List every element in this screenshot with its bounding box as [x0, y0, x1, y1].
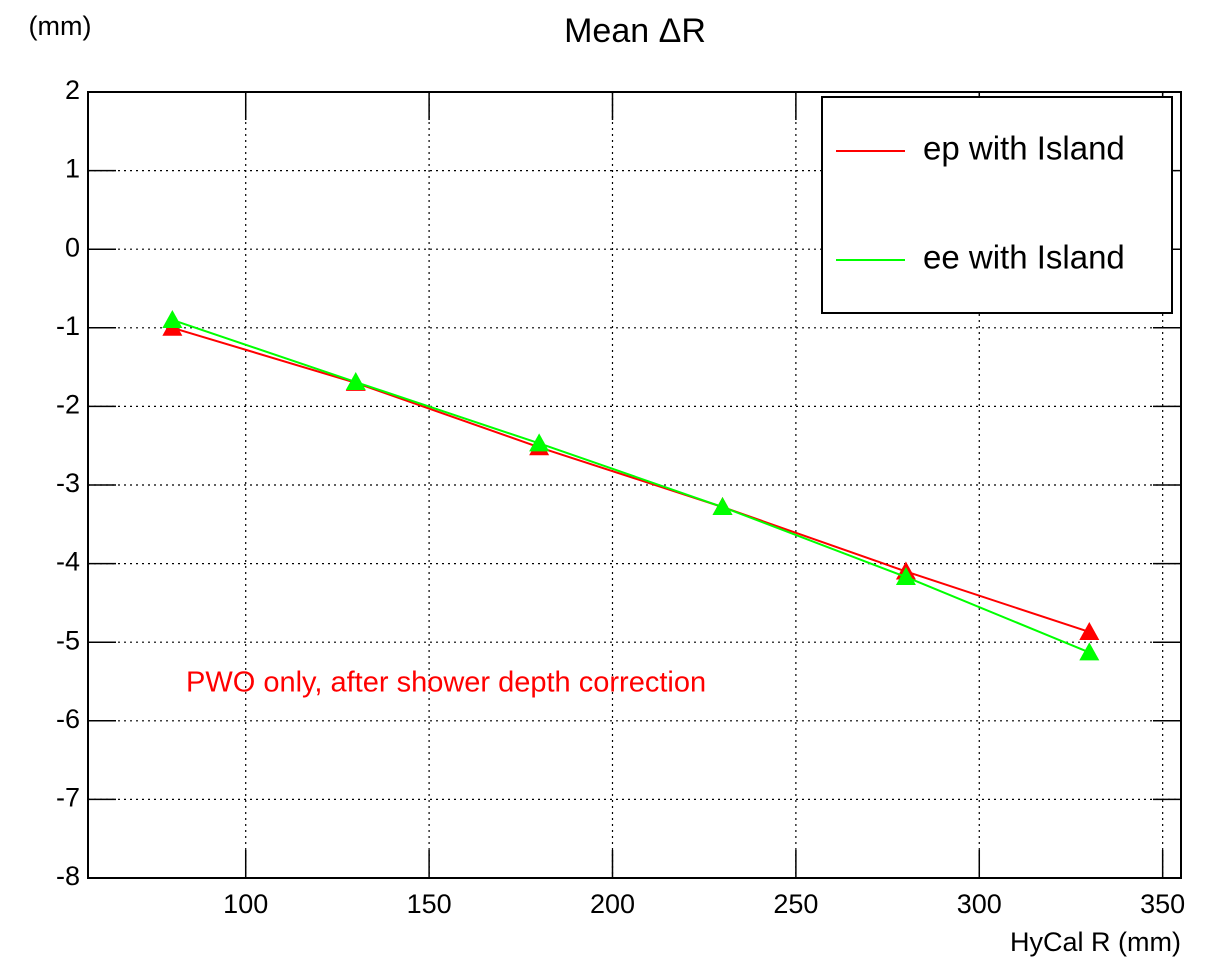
data-point	[1079, 642, 1100, 661]
plot-frame	[87, 91, 1182, 879]
data-point	[162, 309, 183, 328]
y-tick-label: 0	[65, 232, 80, 262]
legend-box	[821, 96, 1173, 314]
series-line	[172, 326, 1090, 633]
y-tick-label: -6	[56, 704, 80, 734]
x-tick-label: 350	[1140, 889, 1185, 919]
data-point	[712, 497, 733, 516]
legend-label: ep with Island	[923, 130, 1125, 167]
annotation: PWO only, after shower depth correction	[186, 667, 706, 699]
legend-label: ee with Island	[923, 239, 1125, 276]
chart-title: Mean ΔR	[564, 12, 706, 50]
y-tick-label: -3	[56, 468, 80, 498]
x-tick-label: 200	[590, 889, 635, 919]
y-tick-label: -2	[56, 390, 80, 420]
y-tick-label: 2	[65, 75, 80, 105]
y-tick-label: -5	[56, 625, 80, 655]
x-tick-label: 100	[223, 889, 268, 919]
y-tick-label: -1	[56, 311, 80, 341]
data-point	[895, 566, 916, 585]
y-tick-label: -4	[56, 547, 80, 577]
data-point	[1079, 621, 1100, 640]
x-axis-label: HyCal R (mm)	[1010, 927, 1181, 957]
data-point	[345, 372, 366, 391]
y-axis-label: (mm)	[29, 11, 92, 41]
y-tick-label: 1	[65, 154, 80, 184]
series-line	[172, 318, 1090, 654]
y-tick-label: -7	[56, 783, 80, 813]
y-tick-label: -8	[56, 861, 80, 891]
x-tick-label: 150	[407, 889, 452, 919]
data-point	[529, 433, 550, 452]
x-tick-label: 300	[957, 889, 1002, 919]
x-tick-label: 250	[773, 889, 818, 919]
